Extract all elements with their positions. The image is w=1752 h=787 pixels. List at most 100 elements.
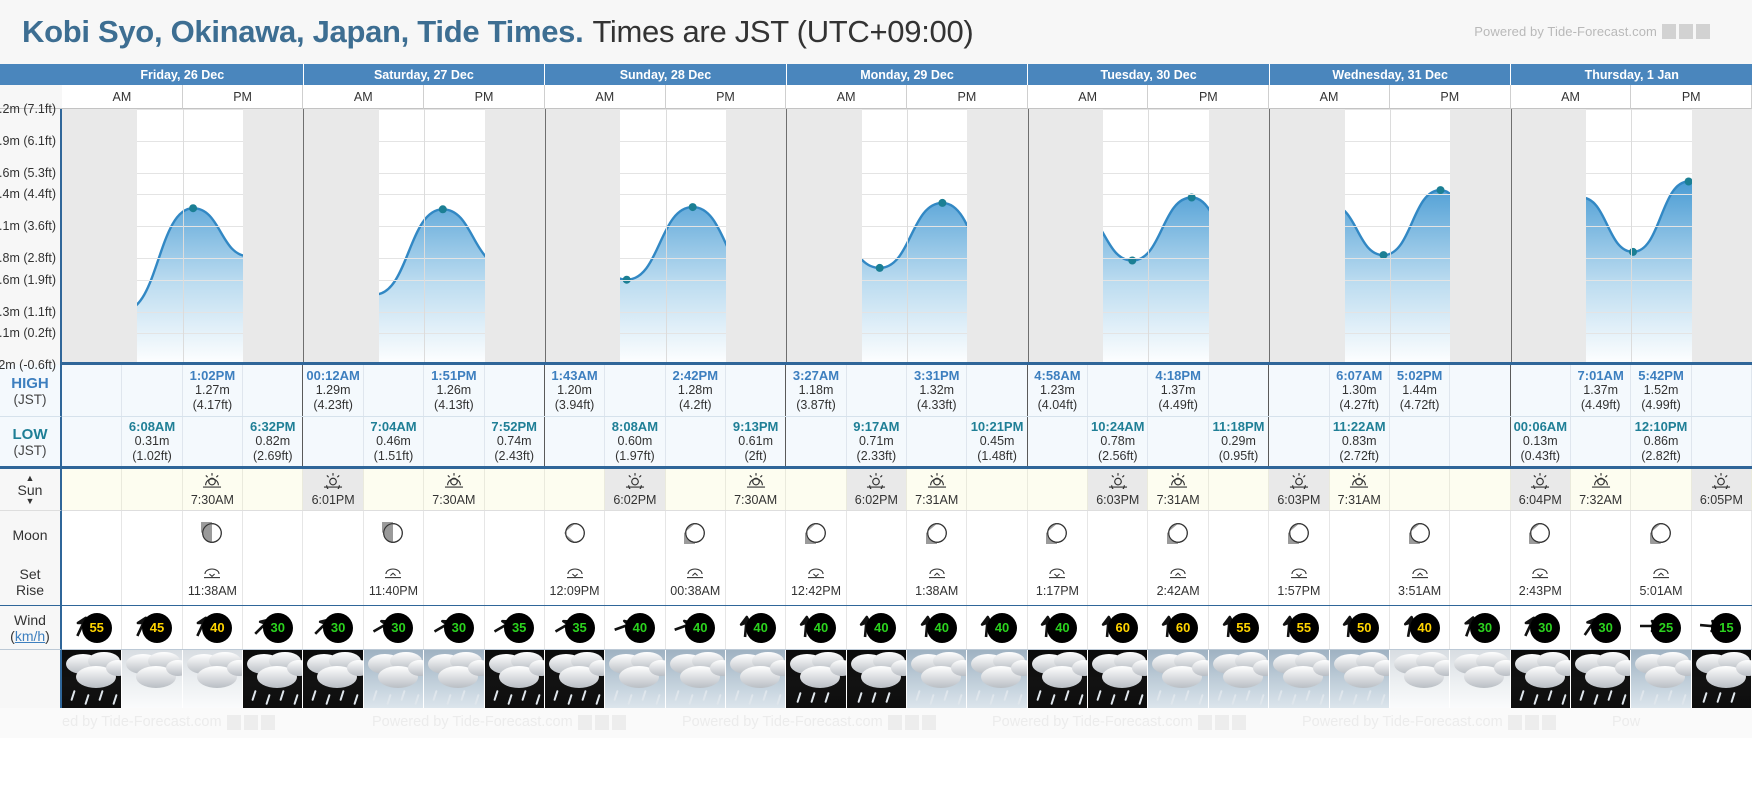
high-tide-label: HIGH (JST) (0, 365, 62, 417)
cloud-shape (679, 666, 720, 688)
low-tide-cell-1: 6:08AM 0.31m (1.02ft) (122, 417, 183, 466)
tide-feet: (2.69ft) (252, 449, 293, 464)
weather-icon-rain-night (544, 650, 605, 708)
wind-unit-link[interactable]: km/h (14, 627, 46, 644)
ampm-header-11: PM (1389, 85, 1511, 109)
sun-cell-24: 6:04PM (1510, 469, 1571, 510)
cloud-shape (498, 666, 539, 688)
weather-icon-rain-night (243, 650, 303, 708)
wind-speed-badge: 35 (564, 612, 595, 643)
sun-time: 7:30AM (190, 492, 234, 507)
ampm-header-4: AM (544, 85, 666, 109)
raindrop-shape (492, 689, 499, 702)
footer-badge-icon-3 (1231, 714, 1246, 730)
wind-indicator: 40 (976, 611, 1018, 645)
sun-time: 6:02PM (613, 492, 657, 507)
raindrop-shape (1305, 689, 1311, 702)
high-tide-cell-24 (1511, 365, 1571, 416)
raindrop-shape (414, 693, 420, 706)
wind-cell-14: 40 (907, 606, 968, 649)
moon-setrise-cell-11 (726, 558, 787, 605)
weather-icon-rain-night (484, 650, 544, 708)
moon-setrise-cell-2: 11:38AM (183, 558, 244, 605)
wind-speed-badge: 30 (1590, 612, 1621, 643)
tide-chart: 2.2m (7.1ft) 1.9m (6.1ft) 1.6m (5.3ft) 1.4m… (0, 102, 1752, 372)
wind-indicator: 30 (433, 611, 475, 645)
weather-icon-rain-night (1510, 650, 1570, 708)
weather-cell-9 (605, 650, 666, 708)
weather-cell-13 (846, 650, 908, 708)
raindrop-shape (581, 689, 587, 702)
sun-cell-13: 6:02PM (846, 469, 908, 510)
wind-cell-4: 30 (303, 606, 364, 649)
sun-down-arrow-icon: ▼ (25, 495, 35, 506)
wind-indicator: 35 (493, 611, 535, 645)
high-tide-row: HIGH (JST) 1:02PM 1.27m (4.17ft) 00:12AM 1.2… (0, 365, 1752, 417)
tide-feet: (1.02ft) (132, 449, 172, 464)
tide-feet: (4.2ft) (678, 398, 712, 413)
low-tide-cell-2 (183, 417, 244, 466)
moon-setrise-cell-5: 11:40PM (364, 558, 425, 605)
raindrop-shape (1110, 693, 1116, 706)
moon-phase-cell-1 (122, 511, 183, 558)
low-tide-cell-7: 7:52PM 0.74m (2.43ft) (485, 417, 545, 466)
wind-cell-5: 30 (364, 606, 425, 649)
tide-time: 00:06AM (1513, 419, 1568, 435)
moon-phase-cell-22 (1390, 511, 1451, 558)
footer-badges (1197, 714, 1246, 730)
moon-phase-cell-10 (666, 511, 726, 676)
moon-phase-cell-24 (1511, 511, 1571, 558)
weather-cell-26 (1631, 650, 1692, 708)
y-axis-tick-2: 1.6m (5.3ft) (0, 166, 56, 180)
raindrop-shape (641, 689, 647, 702)
weather-cell-2 (182, 650, 244, 708)
sun-cell-0 (62, 469, 123, 510)
ampm-header-9: PM (1148, 85, 1270, 109)
sun-cell-4: 6:01PM (303, 469, 364, 510)
sun-cell-17: 6:03PM (1088, 469, 1149, 510)
footer-badge-icon-1 (887, 714, 902, 730)
low-tide-cell-15: 10:21PM 0.45m (1.48ft) (967, 417, 1028, 466)
moon-phase-cell-26 (1631, 511, 1692, 558)
high-tide-cell-2: 1:02PM 1.27m (4.17ft) (183, 365, 244, 416)
cloud-shape (468, 660, 484, 676)
tide-time: 1:51PM (431, 368, 477, 384)
tide-time: 7:01AM (1577, 368, 1624, 384)
wind-cell-21: 50 (1330, 606, 1390, 649)
moon-rise-time: 2:42AM (1156, 584, 1200, 598)
tide-time: 4:18PM (1155, 368, 1201, 384)
night-shade (243, 109, 304, 362)
weather-icon-rain-dim (1269, 650, 1329, 708)
high-tide-cell-21: 6:07AM 1.30m (4.27ft) (1330, 365, 1390, 416)
wind-cell-16: 40 (1028, 606, 1089, 649)
day-labels: Friday, 26 Dec Saturday, 27 Dec Sunday, 28… (62, 64, 1752, 85)
tide-metres: 1.26m (436, 383, 472, 398)
raindrop-shape (1184, 689, 1191, 702)
wind-indicator: 40 (191, 611, 233, 645)
night-shade (1269, 109, 1345, 362)
raindrop-shape (311, 689, 318, 702)
low-tide-cell-5: 7:04AM 0.46m (1.51ft) (364, 417, 425, 466)
wind-indicator: 35 (554, 611, 596, 645)
weather-cell-1 (122, 650, 183, 708)
footer-watermark-0: ed by Tide-Forecast.com (62, 714, 275, 730)
sunrise-icon (1589, 472, 1613, 493)
moon-phase-cell-14 (907, 511, 968, 584)
raindrop-shape (687, 693, 694, 706)
wind-speed-badge: 40 (926, 612, 957, 643)
high-tide-cell-11 (726, 365, 787, 416)
tide-time: 10:24AM (1091, 419, 1145, 435)
moon-set-time: 12:42PM (790, 584, 841, 598)
raindrop-shape (279, 689, 285, 702)
weather-row-label (0, 650, 62, 708)
tide-extremum-point-25 (1684, 177, 1693, 186)
header-badges (1662, 24, 1710, 39)
wind-cell-0: 55 (62, 606, 123, 649)
tide-metres: 1.30m (1341, 383, 1377, 398)
tide-feet: (4.13ft) (434, 398, 474, 413)
tide-metres: 1.52m (1643, 383, 1679, 398)
moon-phase-cell-25 (1571, 511, 1632, 558)
weather-icon-cloud-day (122, 650, 182, 708)
high-tide-cell-20 (1269, 365, 1330, 416)
footer-badge-icon-2 (594, 714, 609, 730)
